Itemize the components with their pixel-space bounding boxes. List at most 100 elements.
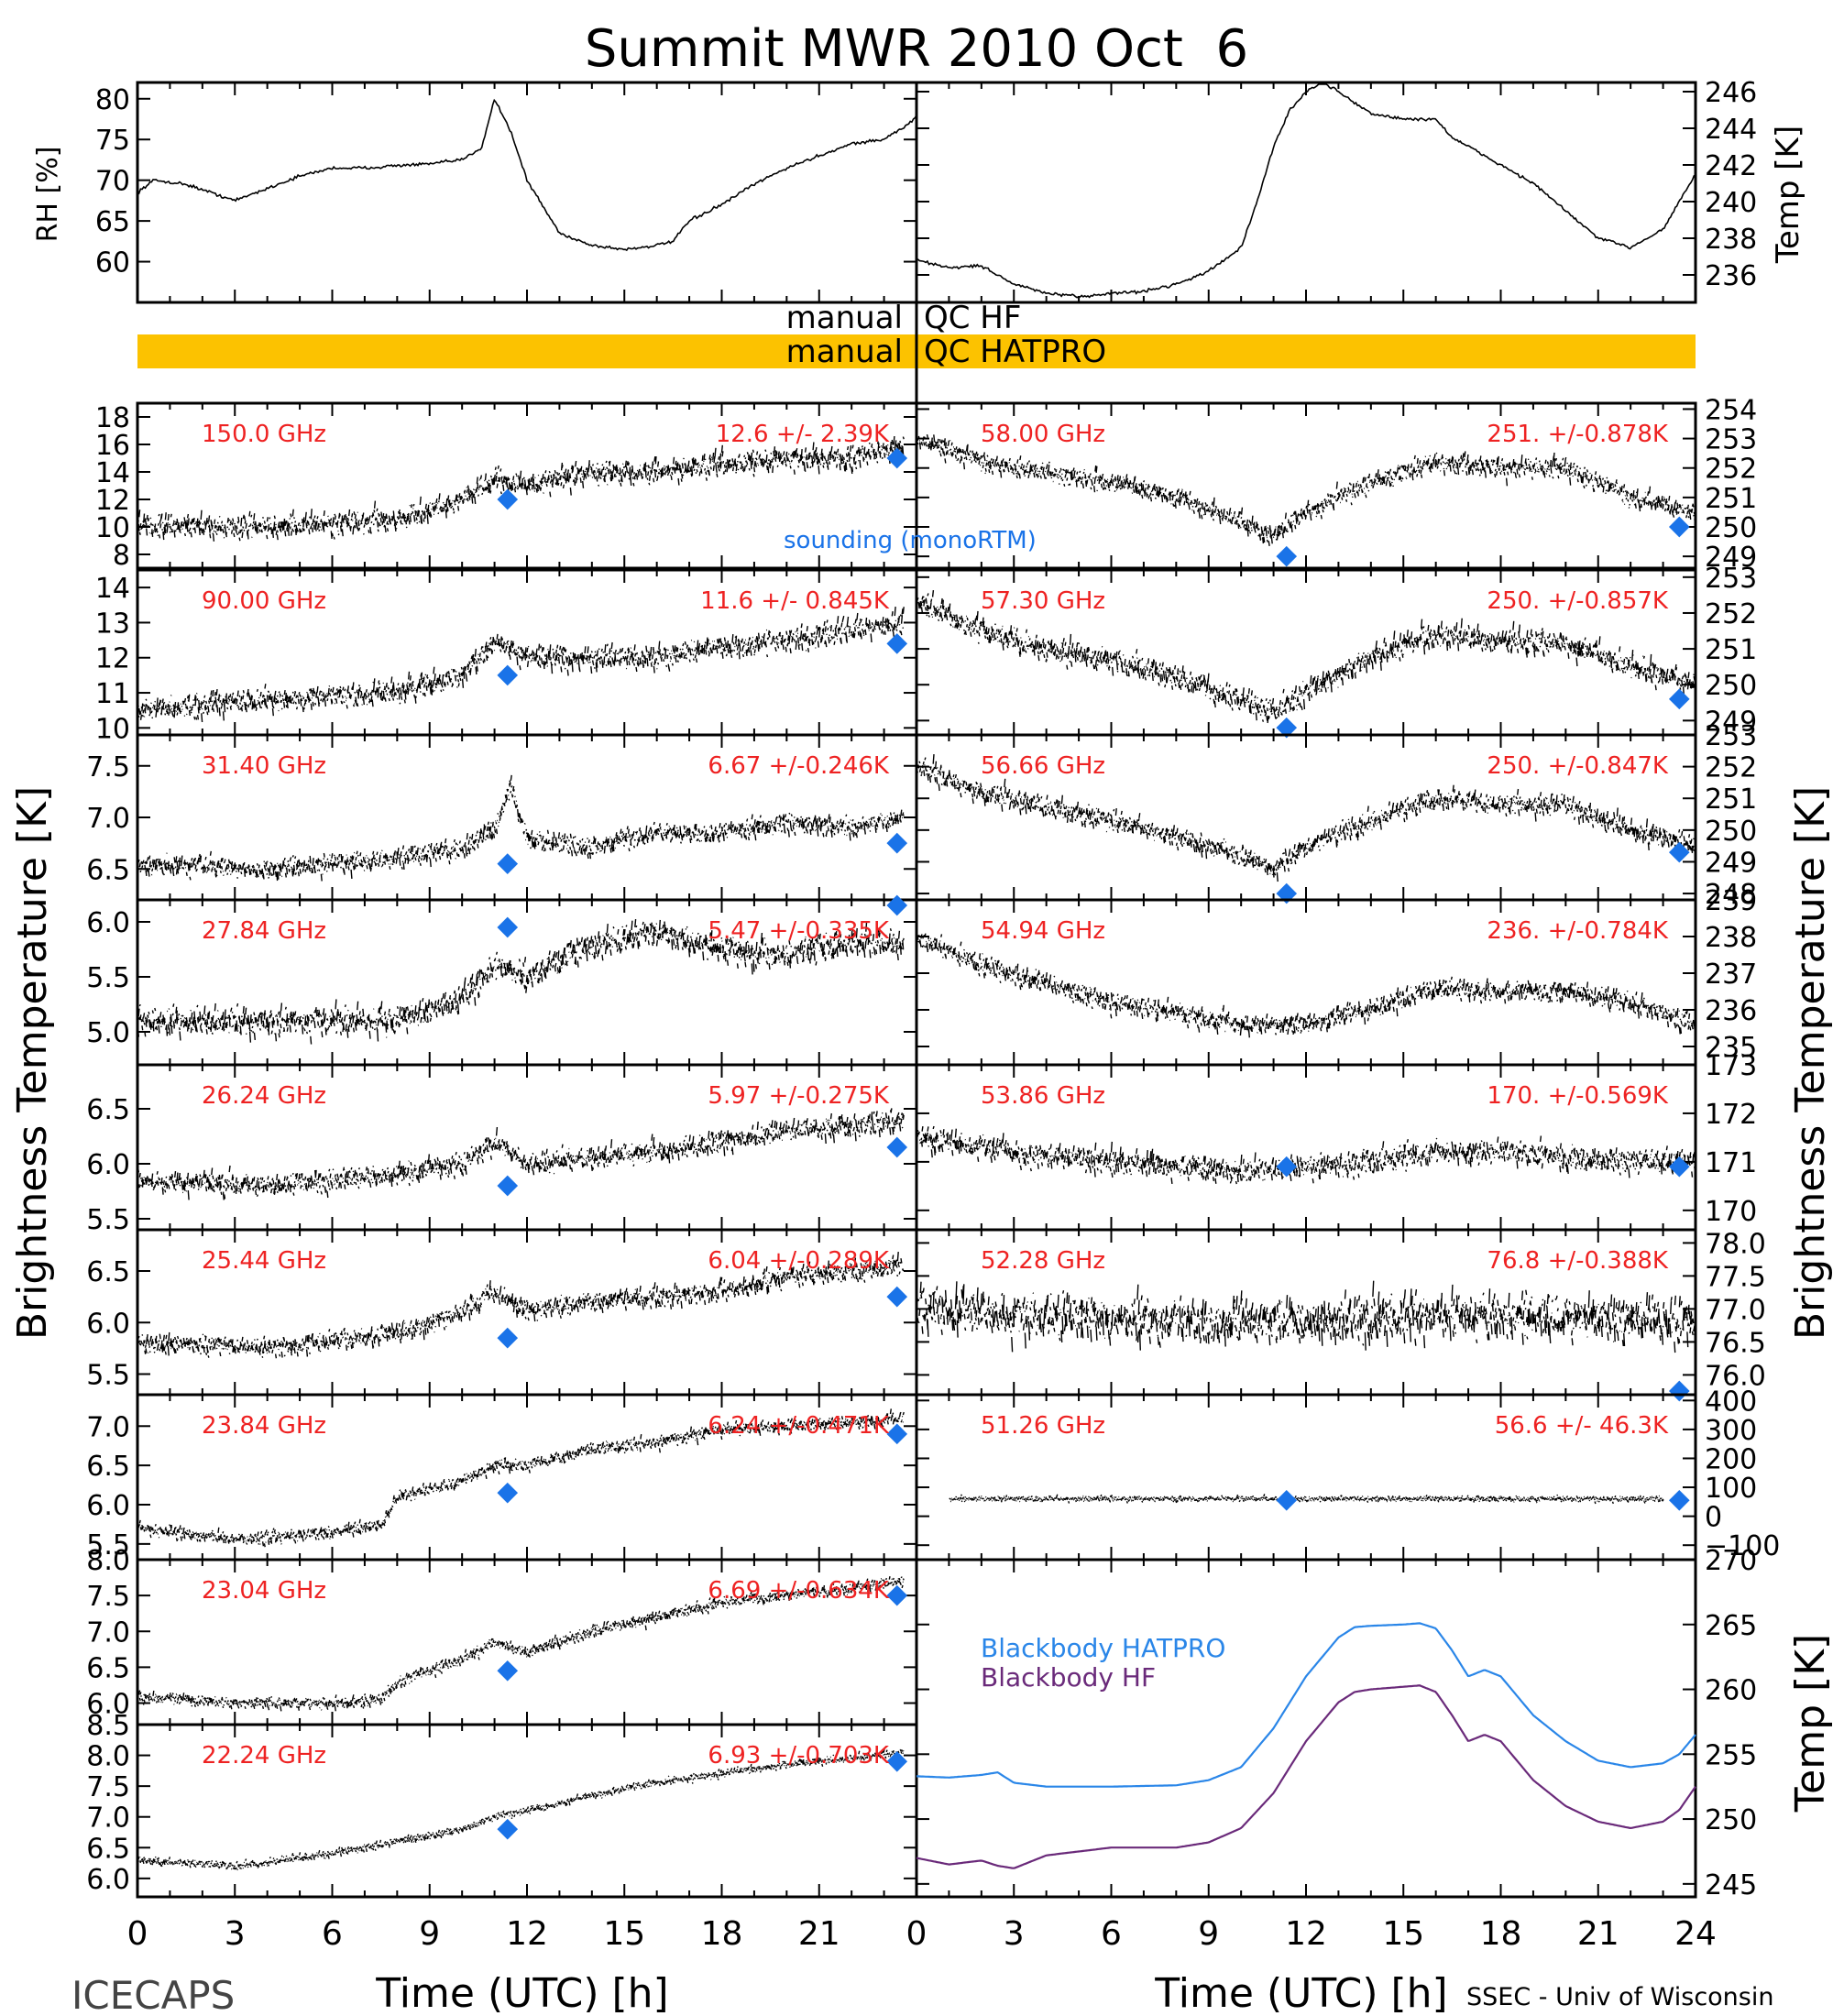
rh-axis-label: RH [%] xyxy=(32,147,64,243)
channel-label: 54.94 GHz xyxy=(981,917,1105,945)
sounding-marker xyxy=(1668,1156,1690,1178)
y-tick-label: 6.5 xyxy=(86,1094,130,1126)
y-tick-label: 8.0 xyxy=(86,1545,130,1577)
sounding-marker xyxy=(497,1327,519,1349)
sounding-marker xyxy=(1276,1489,1298,1511)
channel-stats: 251. +/-0.878K xyxy=(1487,421,1669,448)
y-tick-label: 12 xyxy=(95,485,130,517)
y-tick-label: 7.5 xyxy=(86,1581,130,1613)
x-axis-title-left: Time (UTC) [h] xyxy=(375,1970,668,2016)
sounding-marker xyxy=(497,1482,519,1504)
y-tick-label: 250 xyxy=(1705,512,1757,544)
channel-label: 52.28 GHz xyxy=(981,1247,1105,1275)
temp-axis-label: Temp [K] xyxy=(1770,126,1806,264)
y-tick-label: 6.0 xyxy=(86,1864,130,1896)
y-tick-label: 246 xyxy=(1705,77,1757,109)
channel-trace xyxy=(137,1252,905,1359)
y-tick-label: 100 xyxy=(1705,1473,1757,1505)
channel-stats: 5.97 +/-0.275K xyxy=(708,1082,890,1110)
channel-stats: 6.67 +/-0.246K xyxy=(708,752,890,780)
channel-trace xyxy=(916,433,1696,546)
y-tick-label: 249 xyxy=(1705,706,1757,738)
y-tick-label: 7.0 xyxy=(86,1411,130,1443)
x-tick-label: 12 xyxy=(506,1915,548,1953)
y-tick-label: 240 xyxy=(1705,187,1757,219)
y-tick-label: 77.5 xyxy=(1705,1261,1766,1293)
y-tick-label: 5.5 xyxy=(86,1204,130,1236)
y-tick-label: 14 xyxy=(95,457,130,489)
channel-label: 27.84 GHz xyxy=(202,917,326,945)
y-tick-label: 0 xyxy=(1705,1502,1722,1534)
channel-stats: 5.47 +/-0.335K xyxy=(708,917,890,945)
right-y-axis-title: Brightness Temperature [K] xyxy=(1787,786,1833,1340)
y-tick-label: 238 xyxy=(1705,922,1757,954)
channel-label: 57.30 GHz xyxy=(981,587,1105,615)
x-tick-label: 9 xyxy=(1198,1915,1219,1953)
sounding-marker xyxy=(497,664,519,686)
sounding-marker xyxy=(886,1584,908,1606)
y-tick-label: 237 xyxy=(1705,959,1757,991)
y-tick-label: 6.0 xyxy=(86,1149,130,1181)
x-tick-label: 21 xyxy=(1577,1915,1619,1953)
y-tick-label: 77.0 xyxy=(1705,1294,1766,1326)
y-tick-label: 5.5 xyxy=(86,1360,130,1392)
y-tick-label: 7.5 xyxy=(86,1771,130,1803)
y-tick-label: 6.5 xyxy=(86,1833,130,1865)
y-tick-label: 5.0 xyxy=(86,1017,130,1049)
x-tick-label: 18 xyxy=(1480,1915,1522,1953)
channel-trace xyxy=(916,1125,1696,1185)
sounding-marker xyxy=(886,1286,908,1308)
y-tick-label: 8.5 xyxy=(86,1710,130,1742)
channel-label: 150.0 GHz xyxy=(202,421,326,448)
sounding-marker xyxy=(886,1136,908,1158)
sounding-marker xyxy=(497,1660,519,1682)
y-tick-label: 11 xyxy=(95,678,130,710)
sounding-marker xyxy=(1668,688,1690,710)
y-tick-label: 8.0 xyxy=(86,1741,130,1773)
channel-stats: 6.69 +/-0.634K xyxy=(708,1577,890,1605)
x-tick-label: 3 xyxy=(1004,1915,1025,1953)
y-tick-label: 242 xyxy=(1705,150,1757,182)
y-tick-label: 170 xyxy=(1705,1196,1757,1228)
y-tick-label: 245 xyxy=(1705,1869,1757,1901)
icecaps-credit: ICECAPS xyxy=(71,1973,235,2016)
sounding-marker xyxy=(886,1750,908,1772)
sounding-marker xyxy=(497,488,519,510)
channel-label: 90.00 GHz xyxy=(202,587,326,615)
sounding-marker xyxy=(497,1175,519,1197)
channel-stats: 6.24 +/-0.471K xyxy=(708,1412,890,1440)
panel-temp: 236 238 240 242 244 246 Temp [K] xyxy=(915,77,1806,304)
x-tick-label: 15 xyxy=(603,1915,645,1953)
panel-hf-8: 6.06.57.07.58.08.5 22.24 GHz 6.93 +/-0.703… xyxy=(86,1710,918,1953)
sounding-legend: sounding (monoRTM) xyxy=(784,527,1037,554)
y-tick-label: 250 xyxy=(1705,1804,1757,1836)
channel-stats: 56.6 +/- 46.3K xyxy=(1495,1412,1669,1440)
sounding-marker xyxy=(497,1818,519,1840)
sounding-marker xyxy=(497,916,519,938)
y-tick-label: 6.0 xyxy=(86,907,130,939)
x-tick-label: 3 xyxy=(225,1915,246,1953)
y-tick-label: 7.0 xyxy=(86,803,130,835)
channel-stats: 11.6 +/- 0.845K xyxy=(700,587,890,615)
y-tick-label: 13 xyxy=(95,608,130,640)
y-tick-label: 254 xyxy=(1705,394,1757,426)
y-tick-label: −100 xyxy=(1705,1530,1780,1562)
x-tick-label: 9 xyxy=(419,1915,440,1953)
channel-label: 22.24 GHz xyxy=(202,1742,326,1769)
channel-label: 26.24 GHz xyxy=(202,1082,326,1110)
y-tick-label: 239 xyxy=(1705,885,1757,917)
channel-stats: 250. +/-0.857K xyxy=(1487,587,1669,615)
panel-hf-4: 5.5 6.0 6.5 26.24 GHz 5.97 +/-0.275K xyxy=(86,1063,918,1236)
sounding-marker xyxy=(1276,545,1298,567)
channel-label: 23.84 GHz xyxy=(202,1412,326,1440)
y-tick-label: 253 xyxy=(1705,720,1757,752)
qc-hf-right-label: QC HF xyxy=(924,300,1021,336)
x-tick-label: 6 xyxy=(1101,1915,1122,1953)
x-tick-label: 12 xyxy=(1285,1915,1327,1953)
y-tick-label: 200 xyxy=(1705,1443,1757,1475)
x-tick-label: 0 xyxy=(127,1915,148,1953)
sounding-marker xyxy=(1668,1380,1690,1402)
